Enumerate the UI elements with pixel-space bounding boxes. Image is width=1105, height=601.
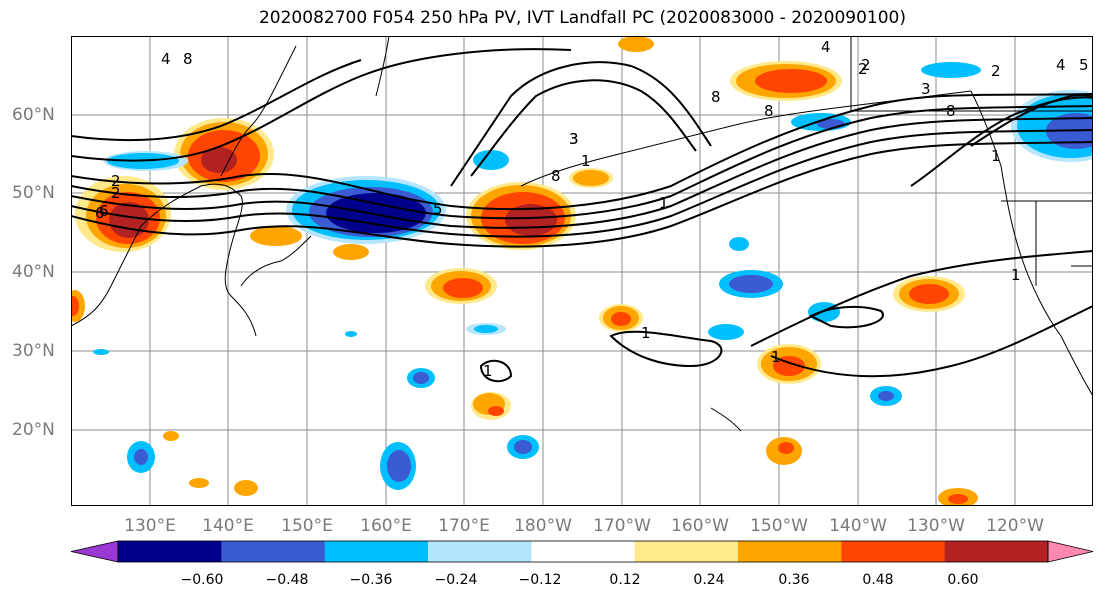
colorbar: [70, 540, 1094, 563]
colorbar-segment: [841, 541, 946, 562]
contour-label: 2: [861, 56, 871, 74]
colorbar-segment: [118, 541, 222, 562]
lat-label-50n: 50°N: [12, 183, 55, 203]
contour-label: 1: [991, 147, 1001, 165]
lon-label-150e: 150°E: [281, 516, 333, 536]
colorbar-tick-label: −0.48: [265, 572, 309, 588]
contour-label: 2: [111, 172, 121, 190]
lon-label-120w: 120°W: [986, 516, 1044, 536]
figure-title: 2020082700 F054 250 hPa PV, IVT Landfall…: [258, 8, 906, 28]
colorbar-segment: [531, 541, 636, 562]
ivt-contours: [71, 48, 1093, 383]
colorbar-segments: [70, 540, 1094, 563]
colorbar-outline: [117, 540, 1049, 563]
contour-label: 8: [711, 88, 721, 106]
colorbar-segment: [634, 541, 739, 562]
graticule: [71, 36, 1093, 506]
contour-label: 6: [95, 204, 105, 222]
colorbar-segment: [944, 541, 1049, 562]
colorbar-tick-label: −0.60: [180, 572, 224, 588]
pv-anomaly-fills: [71, 36, 1093, 506]
lat-label-60n: 60°N: [12, 105, 55, 125]
colorbar-tick-label: 0.24: [693, 572, 725, 588]
lat-label-40n: 40°N: [12, 262, 55, 282]
contour-label: 8: [946, 102, 956, 120]
contour-label: 1: [771, 348, 781, 366]
colorbar-tick-label: −0.12: [518, 572, 562, 588]
contour-label: 3: [921, 80, 931, 98]
map-panel[interactable]: 2 4 6 8 2 6 8 5 3 1 1 8 8 4 2 3 2 5 8 3 …: [71, 36, 1093, 506]
contour-label: 2: [111, 184, 121, 202]
lon-label-130w: 130°W: [907, 516, 965, 536]
contour-label: 8: [551, 167, 561, 185]
colorbar-segment: [324, 541, 429, 562]
contour-label: 5: [1079, 56, 1089, 74]
lon-label-170w: 170°W: [593, 516, 651, 536]
contour-label: 4: [1056, 56, 1066, 74]
contour-label: 2: [991, 62, 1001, 80]
colorbar-tick-label: 0.36: [778, 572, 810, 588]
contour-label: 1: [641, 324, 651, 342]
lat-label-30n: 30°N: [12, 341, 55, 361]
lon-label-180w: 180°W: [514, 516, 572, 536]
colorbar-tick-label: 0.60: [947, 572, 979, 588]
lon-label-140w: 140°W: [829, 516, 887, 536]
colorbar-tick-label: 0.12: [609, 572, 641, 588]
colorbar-extend-min: [70, 540, 119, 563]
contour-label: 2: [858, 60, 868, 78]
contour-label: 1: [1011, 266, 1021, 284]
colorbar-extend-max: [1047, 540, 1094, 563]
contour-label: 3: [569, 130, 579, 148]
contour-label: 1: [659, 194, 669, 212]
lon-label-140e: 140°E: [202, 516, 254, 536]
contour-label: 6: [99, 202, 109, 220]
contour-label: 8: [183, 50, 193, 68]
contour-label: 1: [581, 152, 591, 170]
lon-label-160e: 160°E: [360, 516, 412, 536]
lon-label-130e: 130°E: [124, 516, 176, 536]
contour-label: 1: [483, 362, 493, 380]
contour-label: 4: [821, 38, 831, 56]
colorbar-segment: [221, 541, 326, 562]
contour-label: 5: [433, 200, 443, 218]
contour-label: 8: [764, 102, 774, 120]
lon-label-170e: 170°E: [438, 516, 490, 536]
colorbar-tick-label: −0.24: [434, 572, 478, 588]
contour-label: 4: [161, 50, 171, 68]
colorbar-tick-label: 0.48: [862, 572, 894, 588]
colorbar-tick-label: −0.36: [349, 572, 393, 588]
lon-label-150w: 150°W: [750, 516, 808, 536]
colorbar-segment: [738, 541, 842, 562]
map-plot: 2 4 6 8 2 6 8 5 3 1 1 8 8 4 2 3 2 5 8 3 …: [71, 36, 1093, 506]
contour-label-group: 2 4 6 8 2 6 8 5 3 1 1 8 8 4 2 3 2 5 8 3 …: [95, 38, 1089, 380]
colorbar-segment: [428, 541, 532, 562]
contour-label: 3: [569, 130, 579, 148]
lon-label-160w: 160°W: [671, 516, 729, 536]
lat-label-20n: 20°N: [12, 420, 55, 440]
